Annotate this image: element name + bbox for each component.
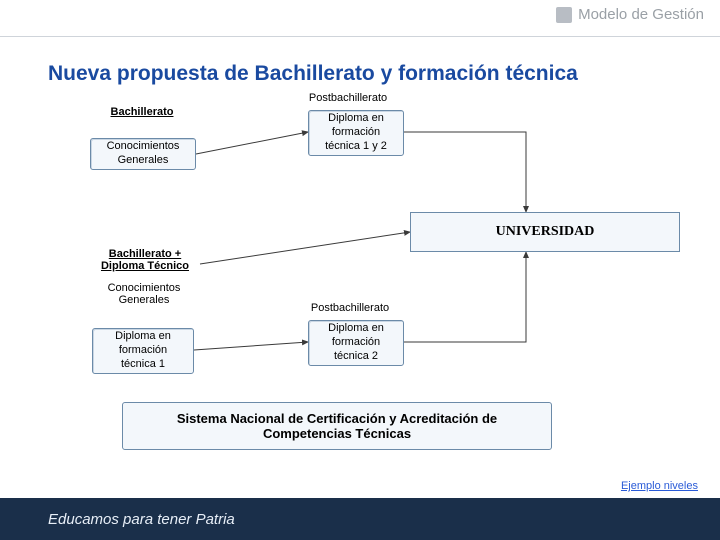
brand-logo: Modelo de Gestión [556,6,704,23]
brand-label: Modelo de Gestión [578,6,704,23]
text-sistema: Sistema Nacional de Certificación y Acre… [177,411,497,441]
label-bach-diploma: Bachillerato + Diploma Técnico [88,248,202,272]
footer-bar: Educamos para tener Patria [0,498,720,540]
gear-icon [556,7,572,23]
label-postbac-bottom: Postbachillerato [300,302,400,314]
text-conocimientos-1: Conocimientos Generales [107,140,180,168]
box-diploma-1: Diploma en formación técnica 1 [92,328,194,374]
text-diploma-1: Diploma en formación técnica 1 [115,330,171,371]
label-postbac-top: Postbachillerato [298,92,398,104]
text-diploma-1-2: Diploma en formación técnica 1 y 2 [325,112,387,153]
box-diploma-2: Diploma en formación técnica 2 [308,320,404,366]
text-conocimientos-2: Conocimientos Generales [108,282,181,306]
box-universidad: UNIVERSIDAD [410,212,680,252]
footer-text: Educamos para tener Patria [48,511,235,528]
diagram: Postbachillerato Bachillerato Conocimien… [40,92,690,470]
link-ejemplo-niveles[interactable]: Ejemplo niveles [621,480,698,492]
box-diploma-1-2: Diploma en formación técnica 1 y 2 [308,110,404,156]
separator [0,36,720,37]
page-title: Nueva propuesta de Bachillerato y formac… [48,62,700,86]
text-bach-diploma: Bachillerato + Diploma Técnico [101,248,189,272]
box-sistema: Sistema Nacional de Certificación y Acre… [122,402,552,450]
box-conocimientos-1: Conocimientos Generales [90,138,196,170]
text-diploma-2: Diploma en formación técnica 2 [328,322,384,363]
label-bachillerato: Bachillerato [96,106,188,118]
label-conocimientos-2: Conocimientos Generales [94,282,194,306]
